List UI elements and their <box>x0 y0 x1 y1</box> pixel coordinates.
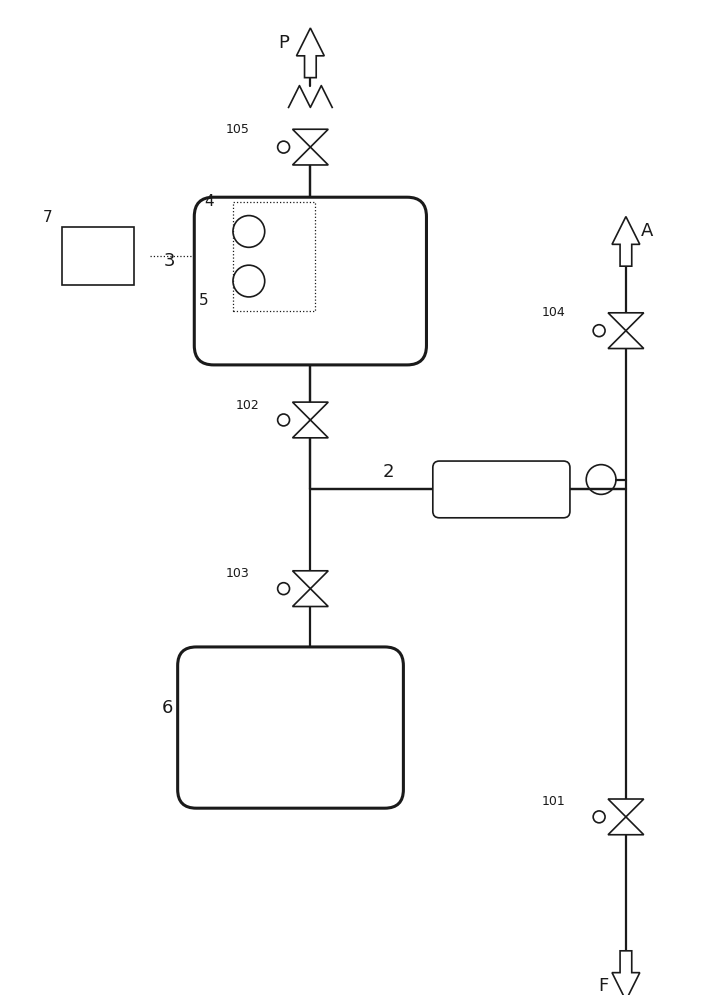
Text: 5: 5 <box>199 293 209 308</box>
Polygon shape <box>608 817 644 835</box>
Polygon shape <box>293 420 328 438</box>
Text: 2: 2 <box>382 463 394 481</box>
Text: 3: 3 <box>164 252 175 270</box>
Text: 6: 6 <box>162 699 173 717</box>
Text: A: A <box>641 222 653 240</box>
Polygon shape <box>612 951 640 1000</box>
FancyBboxPatch shape <box>178 647 403 808</box>
FancyBboxPatch shape <box>194 197 427 365</box>
FancyBboxPatch shape <box>62 227 134 285</box>
Text: 4: 4 <box>204 194 214 209</box>
Polygon shape <box>296 28 324 78</box>
Polygon shape <box>608 313 644 331</box>
Polygon shape <box>293 129 328 147</box>
Polygon shape <box>608 799 644 817</box>
Text: 7: 7 <box>42 210 52 225</box>
Polygon shape <box>293 589 328 607</box>
FancyBboxPatch shape <box>432 461 570 518</box>
Text: 105: 105 <box>226 123 250 136</box>
Text: 102: 102 <box>236 399 260 412</box>
Text: 103: 103 <box>226 567 250 580</box>
Polygon shape <box>608 331 644 349</box>
Text: 101: 101 <box>541 795 566 808</box>
Text: P: P <box>279 34 289 52</box>
Text: 5: 5 <box>522 487 531 502</box>
Text: F: F <box>598 977 609 995</box>
Polygon shape <box>293 147 328 165</box>
Polygon shape <box>293 402 328 420</box>
Polygon shape <box>293 571 328 589</box>
Text: 104: 104 <box>541 306 566 319</box>
Polygon shape <box>612 217 640 266</box>
